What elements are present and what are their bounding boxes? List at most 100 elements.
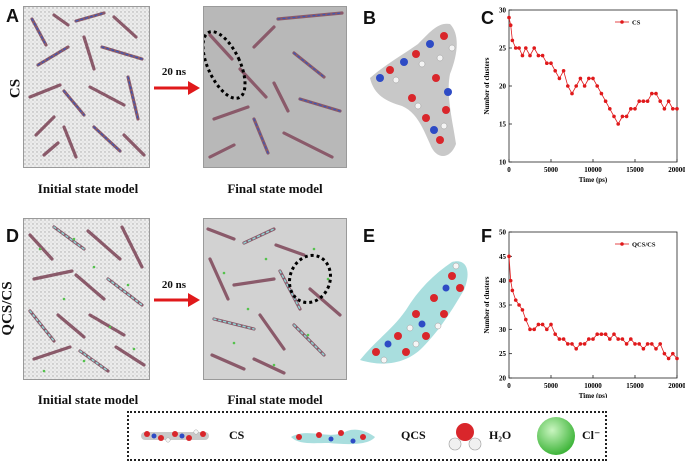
y-tick-label: 15 xyxy=(499,121,507,129)
data-point xyxy=(624,114,629,119)
data-point xyxy=(536,322,541,327)
x-tick-label: 15000 xyxy=(626,382,644,390)
data-point xyxy=(545,327,549,332)
y-axis-label: Number of clusters xyxy=(483,57,491,114)
legend-h2o-icon xyxy=(448,423,482,451)
data-point xyxy=(595,332,599,336)
series-line xyxy=(508,17,677,125)
data-point xyxy=(658,342,662,346)
y-tick-label: 45 xyxy=(499,253,507,261)
data-point xyxy=(599,332,604,336)
data-point xyxy=(671,351,675,356)
data-point xyxy=(587,76,591,81)
data-point xyxy=(540,322,545,327)
x-tick-label: 10000 xyxy=(584,166,602,174)
data-point xyxy=(507,15,511,20)
arrow-20ns-top xyxy=(154,81,200,95)
data-point xyxy=(549,322,553,327)
data-point xyxy=(662,107,667,111)
data-point xyxy=(637,99,641,103)
plot-frame xyxy=(508,9,678,163)
data-point xyxy=(570,342,574,346)
data-point xyxy=(582,84,587,88)
data-point xyxy=(566,342,570,346)
data-point xyxy=(612,114,616,119)
data-point xyxy=(574,347,578,351)
data-point xyxy=(557,76,562,81)
data-point xyxy=(570,91,574,96)
legend-h2o-label: H₂O xyxy=(489,428,512,442)
panel-label-a: A xyxy=(6,6,19,26)
data-point xyxy=(629,107,633,111)
data-point xyxy=(662,351,667,356)
legend-cs-label: CS xyxy=(229,428,245,442)
panel-label-c: C xyxy=(481,8,494,28)
data-point xyxy=(641,347,646,351)
data-point xyxy=(666,356,671,361)
data-point xyxy=(513,298,518,302)
qcs-cs-cluster-molecule xyxy=(360,261,468,364)
legend-marker xyxy=(620,20,624,24)
x-tick-label: 5000 xyxy=(544,166,559,174)
panel-label-d: D xyxy=(6,226,19,246)
y-tick-label: 35 xyxy=(499,302,507,310)
data-point xyxy=(671,107,675,111)
data-point xyxy=(641,99,646,103)
data-point xyxy=(549,61,553,65)
x-tick-label: 20000 xyxy=(668,382,685,390)
x-tick-label: 15000 xyxy=(626,166,644,174)
x-tick-label: 5000 xyxy=(544,382,559,390)
arrow-label-bottom: 20 ns xyxy=(161,279,187,291)
data-point xyxy=(645,342,650,346)
data-point xyxy=(599,91,604,96)
arrow-20ns-bottom xyxy=(154,293,200,307)
y-axis-label: Number of clusters xyxy=(483,276,491,333)
data-point xyxy=(536,53,541,58)
data-point xyxy=(524,46,528,50)
legend-qcs-label: QCS xyxy=(401,428,426,442)
x-axis-label: Time (ps) xyxy=(579,392,608,398)
data-point xyxy=(633,107,637,111)
data-point xyxy=(591,76,595,81)
legend-marker xyxy=(620,242,624,246)
data-point xyxy=(666,99,671,103)
data-point xyxy=(553,69,557,73)
qcs-cs-initial-model xyxy=(23,218,150,380)
data-point xyxy=(520,53,525,58)
data-point xyxy=(510,38,515,43)
data-point xyxy=(508,23,513,28)
data-point xyxy=(633,342,637,346)
data-point xyxy=(658,99,662,103)
data-point xyxy=(561,69,566,73)
data-point xyxy=(654,91,658,96)
caption-final-bottom: Final state model xyxy=(227,392,323,407)
legend-box: CS QCS H₂O Cl⁻ xyxy=(127,411,607,461)
data-point xyxy=(507,254,511,259)
legend-label: CS xyxy=(632,20,641,27)
caption-final-top: Final state model xyxy=(227,181,323,196)
y-tick-label: 25 xyxy=(499,45,507,53)
arrow-label-top: 20 ns xyxy=(161,66,187,78)
data-point xyxy=(532,46,536,50)
data-point xyxy=(603,332,608,336)
legend-cl-label: Cl⁻ xyxy=(582,428,601,442)
x-tick-label: 20000 xyxy=(668,166,685,174)
data-point xyxy=(608,337,612,341)
y-tick-label: 40 xyxy=(499,277,507,285)
qcs-cs-final-model xyxy=(203,218,347,380)
data-point xyxy=(532,327,536,332)
cs-initial-model xyxy=(23,6,150,168)
data-point xyxy=(528,53,532,58)
cs-final-model xyxy=(203,6,347,168)
legend-cl-icon xyxy=(537,417,575,455)
data-point xyxy=(612,332,616,336)
y-tick-label: 50 xyxy=(499,229,507,237)
data-point xyxy=(645,99,650,103)
data-point xyxy=(650,342,654,346)
data-point xyxy=(675,107,679,111)
data-point xyxy=(513,46,518,50)
legend-qcs-icon xyxy=(291,429,375,445)
data-point xyxy=(654,347,658,351)
data-point xyxy=(608,107,612,111)
y-tick-label: 25 xyxy=(499,350,507,358)
